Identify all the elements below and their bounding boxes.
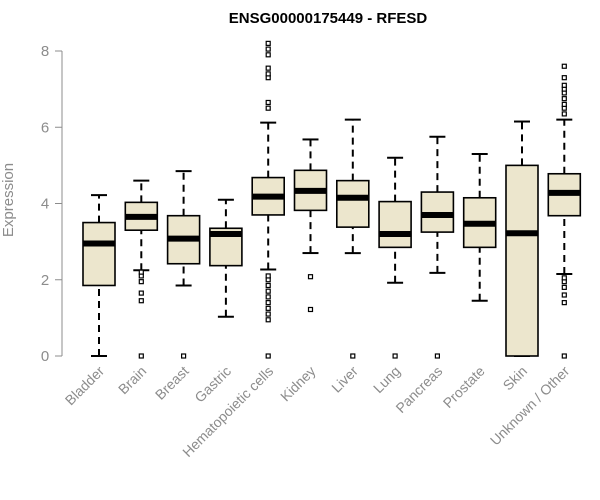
outlier-point [265,294,271,300]
outlier-point [350,353,356,359]
box-iqr [82,221,116,287]
outlier-point [392,353,398,359]
outlier-point [561,82,567,88]
boxes-group [82,40,582,359]
outlier-point [561,75,567,81]
box-kidney [293,138,328,313]
outlier-point [138,290,144,296]
outlier-point [307,306,314,313]
outlier-point [561,275,567,281]
outlier-point [265,317,271,323]
box-skin [505,120,539,357]
x-tick-label: Unknown / Other [487,363,573,449]
y-tick-label: 2 [41,272,49,289]
y-axis: 0 2 4 6 8 [41,43,63,365]
outlier-point [561,292,567,298]
outlier-point [265,311,271,317]
box-iqr [378,200,412,249]
y-tick-label: 8 [41,43,49,60]
outlier-point [561,63,567,69]
outlier-point [265,65,271,71]
outlier-point [265,305,271,311]
box-hematopoietic-cells [251,40,285,359]
box-iqr [335,179,370,228]
box-unknown-other [547,63,582,359]
box-breast [166,170,201,359]
box-liver [335,118,370,359]
outlier-point [561,96,567,102]
chart-title: ENSG00000175449 - RFESD [229,10,428,27]
outlier-point [138,353,144,359]
outlier-point [265,52,271,58]
outlier-point [265,71,271,77]
x-tick-label: Liver [328,363,361,396]
box-gastric [209,198,243,318]
outlier-point [265,282,271,289]
x-tick-label: Prostate [440,363,488,411]
outlier-point [138,279,144,285]
y-tick-label: 0 [41,348,49,365]
x-tick-label: Lung [370,363,403,396]
outlier-point [265,99,271,106]
outlier-point [265,105,271,111]
x-tick-label: Skin [500,363,531,394]
outlier-point [181,353,187,359]
outlier-point [138,269,144,275]
outlier-point [561,284,567,290]
outlier-point [265,273,271,279]
box-iqr [505,164,539,357]
outlier-point [265,288,271,294]
y-axis-label: Expression [0,163,17,237]
y-tick-label: 6 [41,119,49,136]
box-bladder [82,194,116,357]
x-tick-label: Kidney [277,363,319,405]
outlier-point [265,300,271,306]
outlier-point [561,300,567,306]
outlier-point [265,46,271,52]
box-brain [124,179,159,359]
outlier-point [138,298,144,304]
outlier-point [561,111,567,117]
outlier-point [265,40,271,46]
outlier-point [561,353,567,359]
outlier-point [561,101,567,107]
x-tick-label: Bladder [62,363,108,409]
x-tick-label: Breast [152,363,192,403]
box-pancreas [420,135,455,359]
box-prostate [462,152,497,302]
box-lung [378,156,412,359]
outlier-point [434,353,440,359]
x-tick-label: Brain [115,363,149,397]
y-tick-label: 4 [41,196,49,213]
x-tick-label: Pancreas [392,363,445,416]
outlier-point [265,353,271,359]
outlier-point [307,274,314,280]
